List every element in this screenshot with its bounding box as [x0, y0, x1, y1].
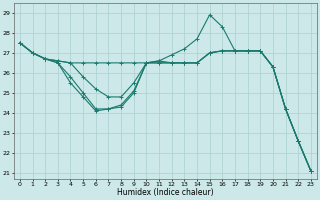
X-axis label: Humidex (Indice chaleur): Humidex (Indice chaleur) — [117, 188, 214, 197]
